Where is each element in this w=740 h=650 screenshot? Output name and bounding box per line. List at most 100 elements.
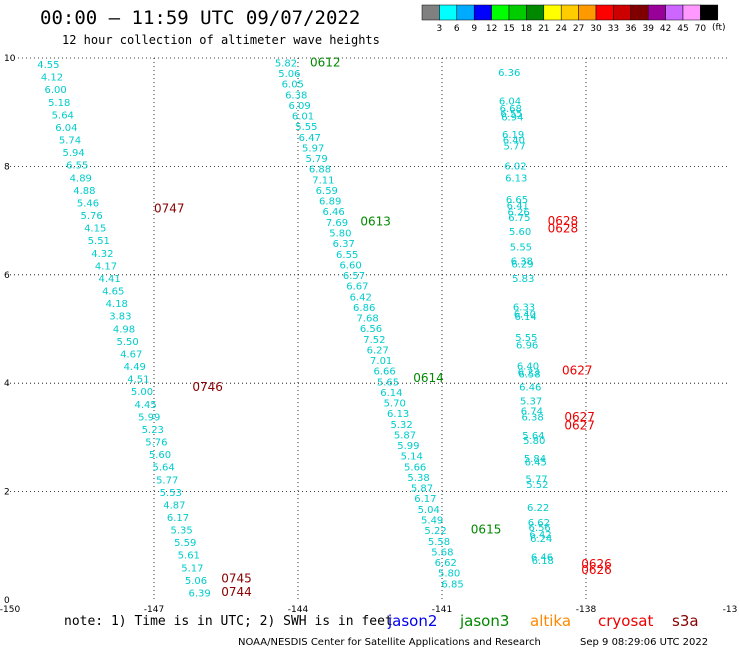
data-point-label: 5.70	[384, 399, 406, 410]
data-point-label: 6.13	[505, 173, 527, 184]
data-point-label: 5.37	[520, 397, 542, 408]
data-point-label: 5.60	[149, 450, 171, 461]
data-point-label: 6.57	[343, 271, 365, 282]
data-point-label: 5.58	[428, 537, 450, 548]
data-point-label: 5.60	[509, 227, 531, 238]
data-point-label: 4.17	[95, 261, 117, 272]
data-point-label: 7.68	[356, 314, 378, 325]
data-point-label: 6.38	[522, 412, 544, 423]
data-point-label: 5.80	[523, 436, 545, 447]
data-point-label: 4.87	[163, 500, 185, 511]
data-point-label: 5.94	[62, 148, 84, 159]
data-point-label: 4.65	[102, 287, 124, 298]
y-tick-label: 10	[4, 54, 16, 64]
data-point-label: 5.79	[305, 154, 327, 165]
data-point-label: 6.05	[282, 80, 304, 91]
data-point-label: 5.77	[504, 141, 526, 152]
data-point-label: 6.40	[503, 135, 525, 146]
data-point-label: 5.55	[510, 243, 532, 254]
data-point-label: 5.64	[522, 431, 544, 442]
pass-label: 0627	[564, 418, 595, 432]
data-point-label: 6.56	[529, 523, 551, 534]
pass-label: 0628	[548, 214, 579, 228]
data-point-label: 4.51	[127, 375, 149, 386]
footer-note: note: 1) Time is in UTC; 2) SWH is in fe…	[64, 614, 393, 629]
colorbar-swatch	[421, 4, 440, 21]
satellite-legend-item: jason2	[387, 612, 437, 630]
y-tick-label: 4	[4, 379, 10, 389]
data-point-label: 5.55	[295, 122, 317, 133]
data-point-label: 5.22	[424, 526, 446, 537]
colorbar-swatch	[456, 4, 475, 21]
colorbar-swatch	[560, 4, 579, 21]
data-point-label: 5.53	[160, 488, 182, 499]
data-point-label: 6.41	[507, 201, 529, 212]
data-point-label: 5.68	[431, 547, 453, 558]
data-point-label: 5.77	[156, 475, 178, 486]
data-point-label: 6.47	[299, 133, 321, 144]
data-point-label: 6.36	[498, 68, 520, 79]
data-point-label: 6.56	[360, 324, 382, 335]
data-point-label: 7.69	[326, 218, 348, 229]
data-point-label: 5.99	[138, 412, 160, 423]
colorbar-swatch	[630, 4, 649, 21]
data-point-label: 4.98	[113, 324, 135, 335]
data-point-label: 7.11	[312, 175, 334, 186]
colorbar-label: 39	[642, 24, 654, 34]
pass-label: 0615	[471, 523, 502, 537]
x-tick-label: -13	[723, 605, 738, 615]
data-point-label: 5.46	[77, 198, 99, 209]
colorbar-label: 33	[608, 24, 619, 34]
data-point-label: 5.99	[397, 441, 419, 452]
data-point-label: 5.55	[515, 333, 537, 344]
pass-label: 0745	[221, 571, 252, 585]
data-point-label: 5.87	[411, 484, 433, 495]
data-point-label: 4.15	[84, 224, 106, 235]
colorbar-swatch	[526, 4, 545, 21]
x-tick-label: -147	[144, 605, 164, 615]
data-point-label: 5.50	[116, 337, 138, 348]
data-point-label: 5.83	[512, 274, 534, 285]
satellite-legend: jason2 jason3 altika cryosat s3a	[387, 612, 699, 630]
colorbar-label: 18	[521, 24, 533, 34]
data-point-label: 6.14	[380, 388, 402, 399]
colorbar-unit: (ft)	[712, 23, 726, 33]
data-point-label: 6.42	[350, 292, 372, 303]
data-point-label: 6.74	[521, 406, 543, 417]
data-point-label: 6.42	[529, 530, 551, 541]
data-point-label: 6.46	[519, 383, 541, 394]
data-point-label: 6.39	[188, 588, 210, 599]
colorbar-label: 42	[660, 24, 671, 34]
data-point-label: 6.18	[532, 556, 554, 567]
timestamp: Sep 9 08:29:06 UTC 2022	[580, 637, 708, 648]
data-point-label: 6.55	[336, 250, 358, 261]
data-point-label: 6.26	[507, 207, 529, 218]
data-point-label: 4.12	[41, 73, 63, 84]
colorbar-swatch	[682, 4, 701, 21]
data-point-label: 4.67	[120, 349, 142, 360]
pass-label: 0626	[581, 557, 612, 571]
data-point-label: 5.76	[80, 211, 102, 222]
data-point-label: 4.88	[73, 186, 95, 197]
data-point-label: 5.64	[152, 463, 174, 474]
data-point-label: 6.22	[527, 503, 549, 514]
data-point-label: 5.35	[170, 526, 192, 537]
data-point-label: 6.89	[319, 197, 341, 208]
data-point-label: 5.76	[145, 438, 167, 449]
credit-line: NOAA/NESDIS Center for Satellite Applica…	[238, 637, 541, 648]
colorbar-swatch	[613, 4, 632, 21]
colorbar-swatch	[508, 4, 527, 21]
data-point-label: 6.38	[511, 256, 533, 267]
data-point-label: 6.45	[525, 457, 547, 468]
colorbar-swatch	[543, 4, 562, 21]
data-point-label: 5.52	[526, 480, 548, 491]
data-point-label: 5.00	[131, 387, 153, 398]
colorbar-label: 30	[590, 24, 602, 34]
data-point-label: 4.41	[98, 274, 120, 285]
data-point-label: 6.62	[528, 518, 550, 529]
data-point-label: 6.23	[518, 367, 540, 378]
data-point-label: 5.87	[394, 430, 416, 441]
data-point-label: 6.55	[500, 109, 522, 120]
colorbar-label: 70	[695, 24, 707, 34]
